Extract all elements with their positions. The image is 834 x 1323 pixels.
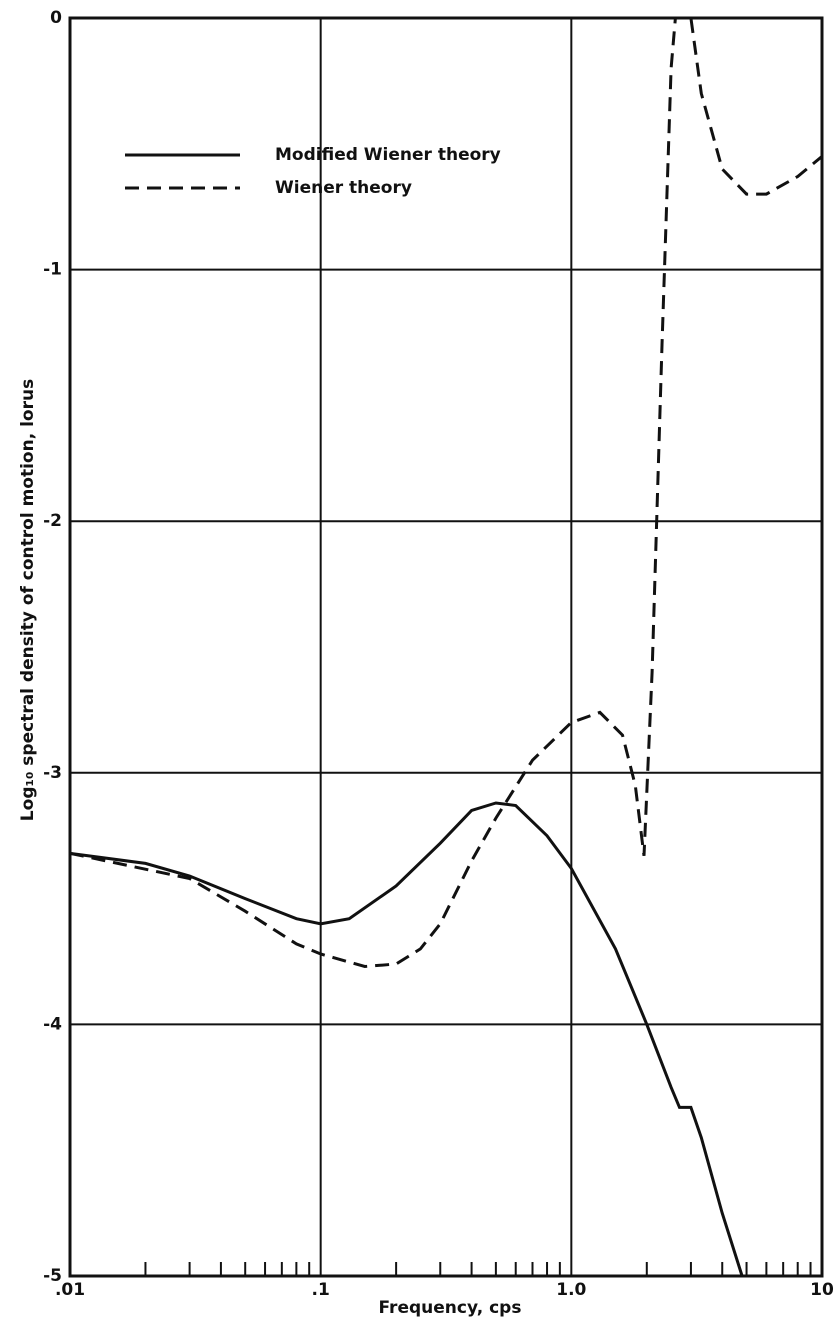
y-tick-label: -5 — [43, 1266, 62, 1286]
y-tick-label: -1 — [43, 260, 62, 280]
y-tick-label: -3 — [43, 763, 62, 783]
x-axis-label: Frequency, cps — [379, 1298, 522, 1318]
series-line — [70, 801, 744, 1276]
legend-label: Modified Wiener theory — [275, 145, 501, 165]
series-line — [70, 18, 822, 969]
y-tick-label: -4 — [43, 1014, 62, 1034]
y-tick-label: -2 — [43, 511, 62, 531]
x-tick-label: 10 — [810, 1280, 834, 1300]
x-tick-label: .01 — [55, 1280, 85, 1300]
y-tick-label: 0 — [50, 8, 62, 28]
legend-label: Wiener theory — [275, 178, 412, 198]
plot-frame — [68, 16, 824, 1278]
y-axis-label: Log₁₀ spectral density of control motion… — [18, 379, 38, 821]
x-tick-label: .1 — [312, 1280, 330, 1300]
x-tick-label: 1.0 — [556, 1280, 586, 1300]
